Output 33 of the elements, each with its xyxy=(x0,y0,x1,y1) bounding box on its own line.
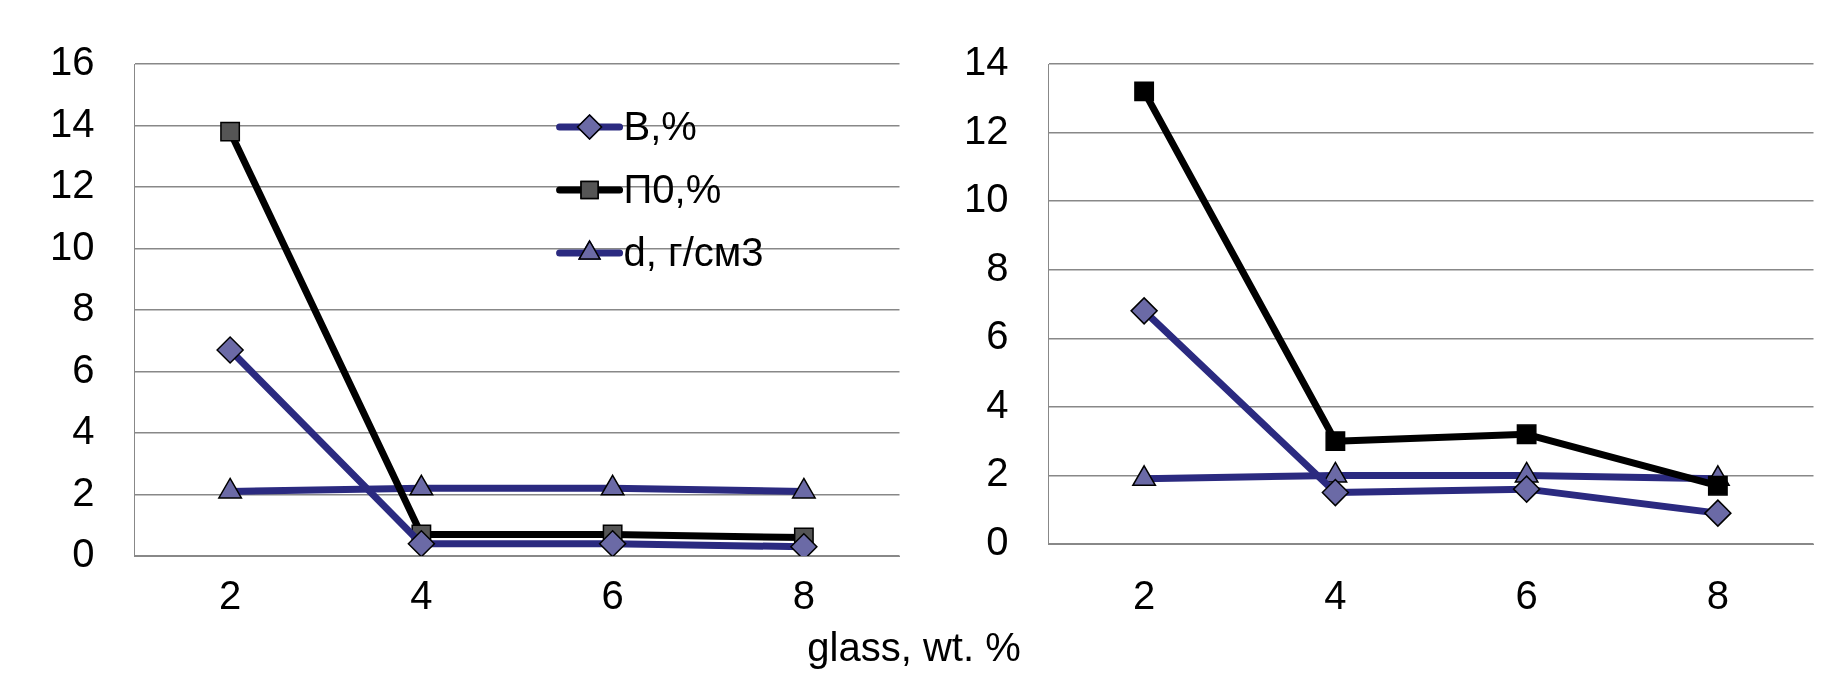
y-tick-label: 8 xyxy=(986,244,1009,289)
y-tick-label: 0 xyxy=(72,531,95,576)
y-tick-label: 2 xyxy=(986,450,1009,495)
legend-label: d, г/см3 xyxy=(623,230,764,275)
y-tick-label: 14 xyxy=(49,100,95,145)
legend-label: П0,% xyxy=(623,167,722,212)
x-tick-label: 8 xyxy=(1706,573,1729,618)
x-tick-label: 2 xyxy=(1132,573,1156,618)
x-tick-label: 4 xyxy=(410,573,433,618)
x-tick-label: 4 xyxy=(1324,573,1347,618)
y-tick-label: 8 xyxy=(72,285,95,330)
x-tick-label: 6 xyxy=(601,573,624,618)
y-tick-label: 14 xyxy=(963,39,1009,84)
y-tick-label: 10 xyxy=(963,176,1009,221)
y-tick-label: 10 xyxy=(49,223,95,268)
y-tick-label: 0 xyxy=(986,519,1009,564)
y-tick-label: 12 xyxy=(49,162,95,207)
y-tick-label: 6 xyxy=(72,346,95,391)
x-axis-title: glass, wt. % xyxy=(806,625,1022,670)
y-tick-label: 2 xyxy=(72,469,95,514)
point xyxy=(1325,431,1346,452)
y-tick-label: 12 xyxy=(963,107,1009,152)
point xyxy=(220,121,241,142)
x-tick-label: 6 xyxy=(1515,573,1538,618)
point xyxy=(1516,424,1537,445)
y-tick-label: 6 xyxy=(986,313,1009,358)
x-tick-label: 2 xyxy=(218,573,242,618)
y-tick-label: 4 xyxy=(72,408,95,453)
point xyxy=(1134,81,1155,102)
y-tick-label: 4 xyxy=(986,381,1009,426)
y-tick-label: 16 xyxy=(49,39,95,84)
legend-label: B,% xyxy=(623,104,697,149)
x-tick-label: 8 xyxy=(792,573,815,618)
